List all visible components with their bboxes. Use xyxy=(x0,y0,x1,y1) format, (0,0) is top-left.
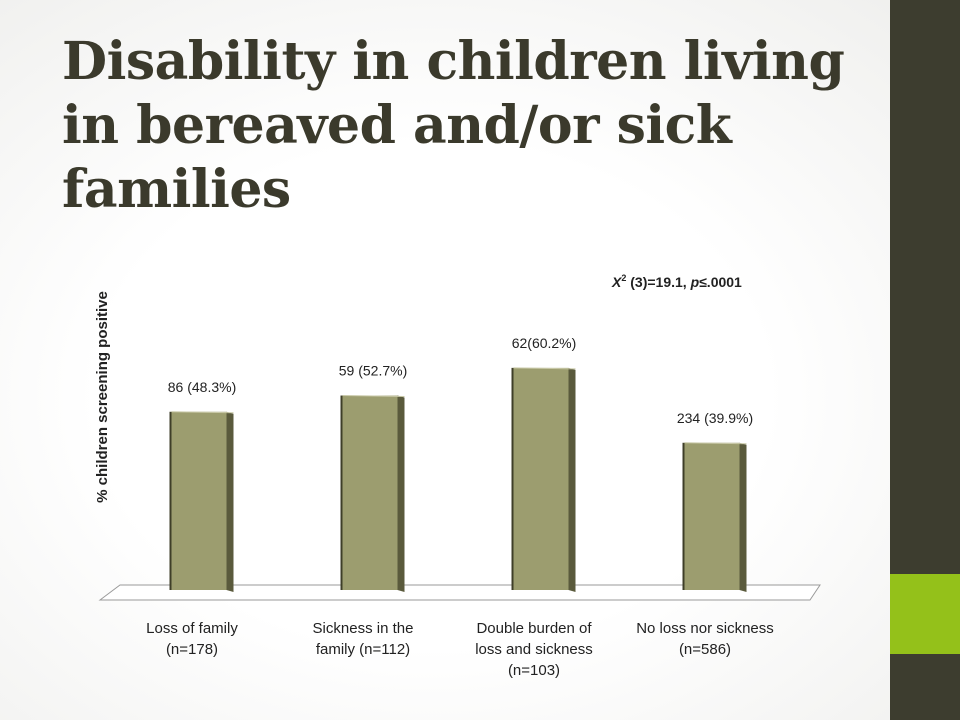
bar-side-face xyxy=(568,367,576,592)
bar-edge xyxy=(340,395,343,590)
bar-top-edge xyxy=(171,411,234,414)
category-label-4: No loss nor sickness (n=586) xyxy=(636,620,774,658)
bar-chart: 86 (48.3%) 59 (52.7%) 62(60.2%) 234 (39.9%)… xyxy=(94,273,821,679)
bar-top-edge xyxy=(513,367,576,370)
bar-front-face xyxy=(342,395,398,590)
bar-top-edge xyxy=(684,442,747,445)
bar-1 xyxy=(169,411,234,592)
category-labels: Loss of family (n=178) Sickness in the fami… xyxy=(146,620,774,679)
data-label-3: 62(60.2%) xyxy=(512,335,577,351)
bar-edge xyxy=(511,367,514,590)
bar-edge xyxy=(682,442,685,590)
bar-series xyxy=(169,367,747,592)
bar-4 xyxy=(682,442,747,592)
bar-2 xyxy=(340,395,405,592)
bar-front-face xyxy=(513,367,569,590)
bar-top-edge xyxy=(342,395,405,398)
bar-front-face xyxy=(171,411,227,590)
slide-title: Disability in children living in bereave… xyxy=(62,31,845,220)
data-label-2: 59 (52.7%) xyxy=(339,363,407,379)
bar-front-face xyxy=(684,442,740,590)
bar-3 xyxy=(511,367,576,592)
data-labels: 86 (48.3%) 59 (52.7%) 62(60.2%) 234 (39.9%) xyxy=(168,335,753,426)
chart-floor xyxy=(98,584,821,601)
bar-edge xyxy=(169,411,172,590)
category-label-2: Sickness in the family (n=112) xyxy=(313,620,414,658)
bar-side-face xyxy=(397,395,405,592)
category-label-3: Double burden of loss and sickness (n=103) xyxy=(475,620,593,679)
sidebar-accent-block xyxy=(890,574,960,654)
chart-floor-plane xyxy=(98,584,821,601)
category-label-1: Loss of family (n=178) xyxy=(146,620,238,658)
y-axis-label: % children screening positive xyxy=(94,291,111,503)
bar-side-face xyxy=(226,411,234,592)
chi-square-annotation: X2 (3)=19.1, p≤.0001 xyxy=(611,273,742,290)
bar-side-face xyxy=(739,442,747,592)
data-label-4: 234 (39.9%) xyxy=(677,410,753,426)
data-label-1: 86 (48.3%) xyxy=(168,379,236,395)
